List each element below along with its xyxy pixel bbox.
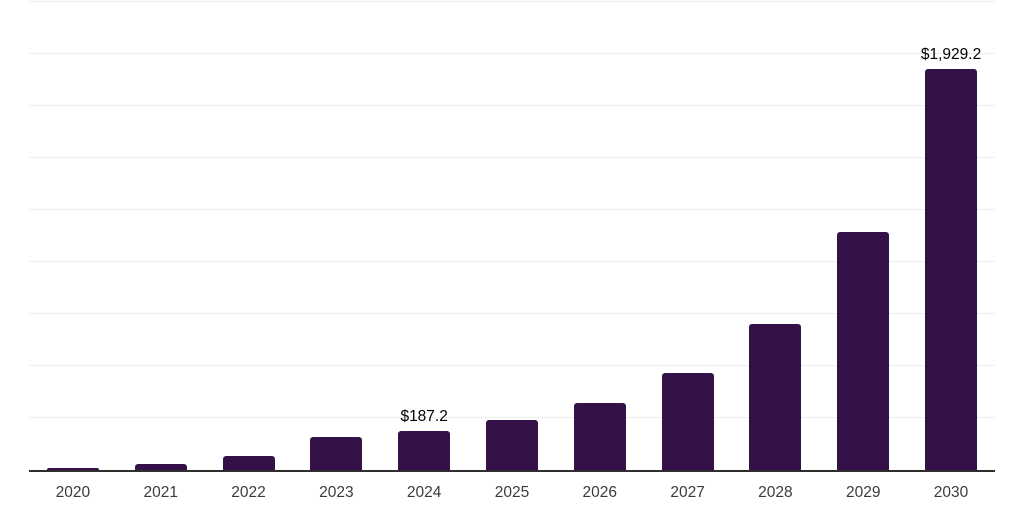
x-tick-2027: 2027 xyxy=(670,484,705,501)
gridline xyxy=(29,365,995,366)
x-tick-2021: 2021 xyxy=(143,484,178,501)
bar-slot-2027 xyxy=(644,2,732,470)
bar-2027 xyxy=(661,373,714,470)
bars-row: $187.2 $1,929.2 xyxy=(29,2,995,470)
bar-slot-2023 xyxy=(292,2,380,470)
x-tick-2028: 2028 xyxy=(758,484,793,501)
gridline xyxy=(29,261,995,262)
bar-slot-2026 xyxy=(556,2,644,470)
bar-2022 xyxy=(222,456,275,470)
x-tick-2025: 2025 xyxy=(494,484,530,501)
bar-slot-2021 xyxy=(117,2,205,470)
x-tick-2023: 2023 xyxy=(319,484,354,501)
bar-slot-2024: $187.2 xyxy=(380,2,468,470)
bar-2028 xyxy=(749,324,802,470)
gridlines xyxy=(29,1,995,470)
bar-2024 xyxy=(398,431,451,470)
gridline xyxy=(29,1,995,2)
bar-slot-2029 xyxy=(819,2,907,470)
value-label-2024: $187.2 xyxy=(400,407,448,425)
x-tick-2030: 2030 xyxy=(933,484,969,501)
bar-2020 xyxy=(46,468,99,470)
x-tick-2022: 2022 xyxy=(231,484,266,501)
x-tick-2029: 2029 xyxy=(845,484,881,501)
x-tick-2020: 2020 xyxy=(55,484,91,501)
gridline xyxy=(29,313,995,314)
bar-2030 xyxy=(925,69,978,470)
bar-slot-2025 xyxy=(468,2,556,470)
bar-2029 xyxy=(837,232,890,470)
plot-area: $187.2 $1,929.2 xyxy=(29,1,995,472)
bar-slot-2020 xyxy=(29,2,117,470)
bar-2023 xyxy=(310,437,363,470)
gridline xyxy=(29,209,995,210)
bar-slot-2022 xyxy=(205,2,293,470)
bar-slot-2030: $1,929.2 xyxy=(907,2,995,470)
bar-chart: $187.2 $1,929.2 2020 2021 2022 2023 2024 2025 2… xyxy=(29,1,995,501)
gridline xyxy=(29,417,995,418)
x-tick-2024: 2024 xyxy=(406,484,442,501)
x-axis-labels: 2020 2021 2022 2023 2024 2025 2026 2027 2028 2029… xyxy=(29,485,995,501)
gridline xyxy=(29,105,995,106)
value-label-2030: $1,929.2 xyxy=(920,45,982,63)
bar-slot-2028 xyxy=(732,2,820,470)
bar-2021 xyxy=(134,464,187,470)
bar-2026 xyxy=(573,403,626,470)
gridline xyxy=(29,53,995,54)
gridline xyxy=(29,157,995,158)
x-tick-2026: 2026 xyxy=(582,484,618,501)
bar-2025 xyxy=(485,420,538,470)
